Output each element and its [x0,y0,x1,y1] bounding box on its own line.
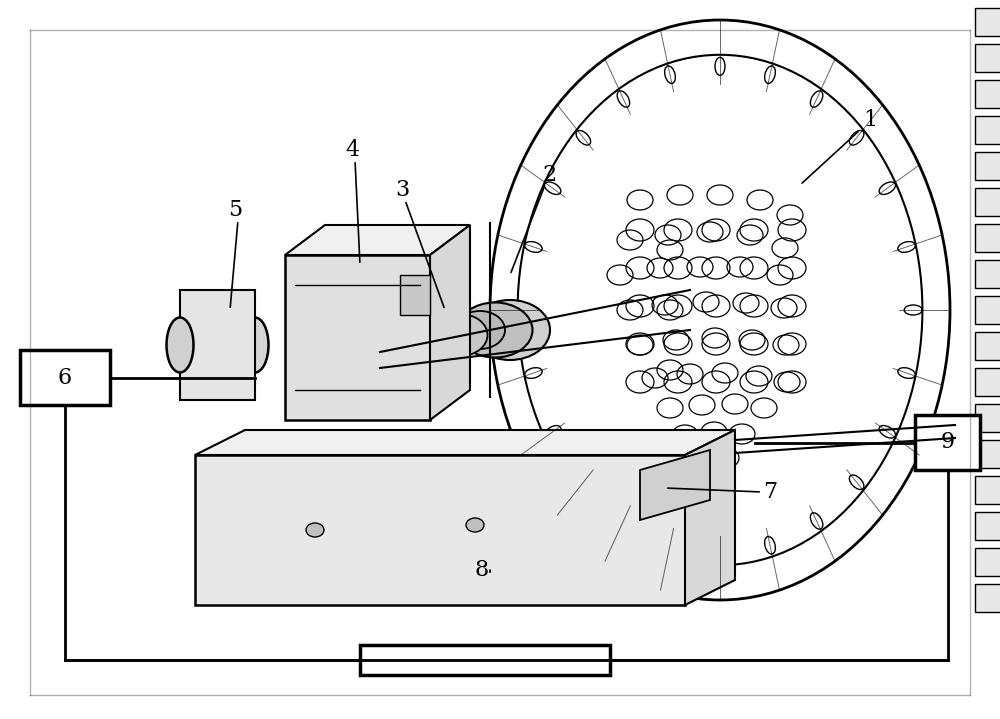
Bar [975,368,1000,396]
Bar [975,548,1000,576]
Ellipse shape [166,318,194,372]
Text: 8: 8 [475,559,489,581]
Text: 9: 9 [940,431,955,454]
Ellipse shape [455,311,505,349]
Polygon shape [685,430,735,605]
Bar [975,44,1000,72]
Text: 5: 5 [228,199,242,221]
Text: 3: 3 [395,179,409,201]
Bar [915,415,980,470]
Polygon shape [640,450,710,520]
Ellipse shape [466,518,484,532]
Bar [975,296,1000,324]
Polygon shape [285,225,470,255]
Ellipse shape [306,523,324,537]
Bar [285,255,430,420]
Bar [975,584,1000,612]
Text: 1: 1 [863,109,877,131]
Bar [975,188,1000,216]
Bar [195,455,685,605]
Bar [975,404,1000,432]
Bar [400,275,430,315]
Text: 4: 4 [345,139,359,161]
Ellipse shape [470,300,550,360]
Ellipse shape [242,318,268,372]
Bar [975,512,1000,540]
Bar [975,332,1000,360]
Bar [975,8,1000,36]
Polygon shape [430,225,470,420]
Bar [975,260,1000,288]
Bar [975,116,1000,144]
Bar [180,290,255,400]
Text: 6: 6 [58,367,72,388]
Bar [20,350,110,405]
Bar [360,645,610,675]
Ellipse shape [432,314,488,356]
Polygon shape [195,430,735,455]
Ellipse shape [458,303,532,357]
Bar [975,224,1000,252]
Text: 7: 7 [763,481,777,503]
Bar [975,476,1000,504]
Bar [975,440,1000,468]
Bar [975,80,1000,108]
Text: 2: 2 [543,164,557,186]
Bar [975,152,1000,180]
